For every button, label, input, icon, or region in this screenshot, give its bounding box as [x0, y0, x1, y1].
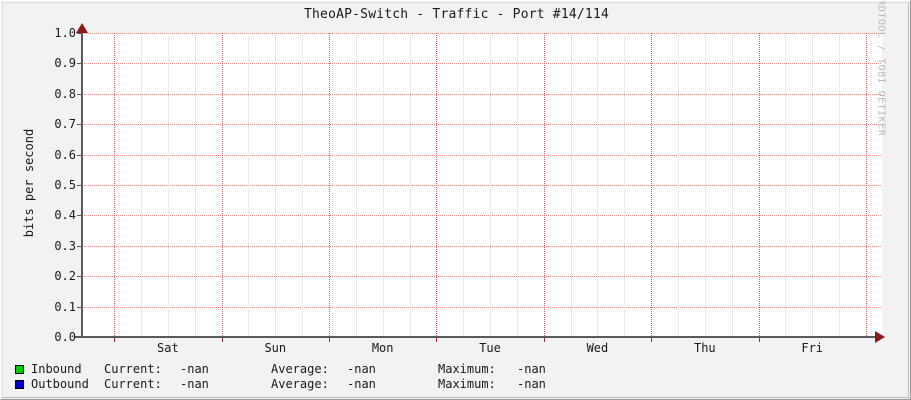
legend-series-name: Inbound [31, 362, 82, 376]
legend-current-value: -nan [180, 362, 209, 376]
x-tick-label: Wed [586, 341, 609, 355]
y-axis-ticks: 1.0 0.9 0.8 0.7 0.6 0.5 0.4 0.3 0.2 0.1 0.0 [1, 1, 82, 399]
legend-average-value: -nan [347, 377, 376, 391]
y-axis-arrow-icon [76, 23, 88, 33]
legend-swatch-outbound [15, 380, 24, 389]
x-tick-mark [221, 338, 223, 342]
legend-maximum-label: Maximum: [438, 362, 496, 376]
y-tick-mark [77, 215, 82, 217]
y-tick-label: 0.4 [54, 208, 76, 223]
y-tick-label: 0.8 [54, 86, 76, 101]
legend-current-value: -nan [180, 377, 209, 391]
plot-area [82, 33, 882, 337]
rrdtool-watermark: RRDTOOL / TOBI OETIKER [875, 0, 887, 137]
x-tick-label: Mon [371, 341, 394, 355]
x-tick-label: Sat [157, 341, 179, 355]
y-tick-label: 0.9 [54, 56, 76, 71]
y-tick-mark [77, 63, 82, 65]
legend-average-label: Average: [271, 362, 329, 376]
y-tick-mark [77, 124, 82, 126]
y-tick-mark [77, 154, 82, 156]
x-axis-line [75, 336, 875, 338]
legend-current-label: Current: [104, 377, 162, 391]
x-tick-label: Sun [264, 341, 287, 355]
y-tick-label: 0.0 [54, 330, 76, 344]
legend-row: Outbound Current: -nan Average: -nan Max… [15, 377, 587, 392]
x-axis-arrow-icon [875, 331, 885, 343]
y-tick-label: 0.1 [54, 299, 76, 314]
y-tick-mark [77, 33, 82, 34]
y-tick-label: 0.5 [54, 178, 76, 192]
legend-average-value: -nan [347, 362, 376, 376]
y-axis-line [81, 33, 83, 338]
y-tick-mark [77, 276, 82, 278]
legend-swatch-inbound [15, 365, 24, 374]
legend-maximum-value: -nan [517, 377, 546, 391]
y-tick-mark [77, 93, 82, 95]
grid-lines [82, 33, 882, 337]
x-tick-mark [758, 338, 760, 342]
x-tick-mark [436, 338, 438, 342]
y-tick-label: 1.0 [54, 26, 76, 40]
y-tick-label: 0.2 [54, 269, 76, 284]
legend-current-label: Current: [104, 362, 162, 376]
legend-maximum-value: -nan [517, 362, 546, 376]
legend-row: Inbound Current: -nan Average: -nan Maxi… [15, 362, 587, 377]
legend-average-label: Average: [271, 377, 329, 391]
x-tick-mark [114, 338, 116, 342]
legend-series-name: Outbound [31, 377, 89, 391]
x-tick-mark [543, 338, 545, 342]
y-tick-mark [77, 306, 82, 308]
x-tick-label: Fri [801, 341, 824, 355]
x-tick-label: Tue [479, 341, 501, 355]
x-tick-label: Thu [693, 341, 716, 355]
page-title: TheoAP-Switch - Traffic - Port #14/114 [303, 7, 609, 22]
x-tick-mark [328, 338, 330, 342]
y-tick-mark [77, 245, 82, 247]
y-tick-mark [77, 185, 82, 186]
y-tick-label: 0.6 [54, 147, 76, 162]
legend-maximum-label: Maximum: [438, 377, 496, 391]
x-tick-mark [651, 338, 653, 342]
y-tick-label: 0.7 [54, 117, 76, 132]
y-tick-label: 0.3 [54, 238, 76, 253]
legend: Inbound Current: -nan Average: -nan Maxi… [15, 362, 587, 392]
